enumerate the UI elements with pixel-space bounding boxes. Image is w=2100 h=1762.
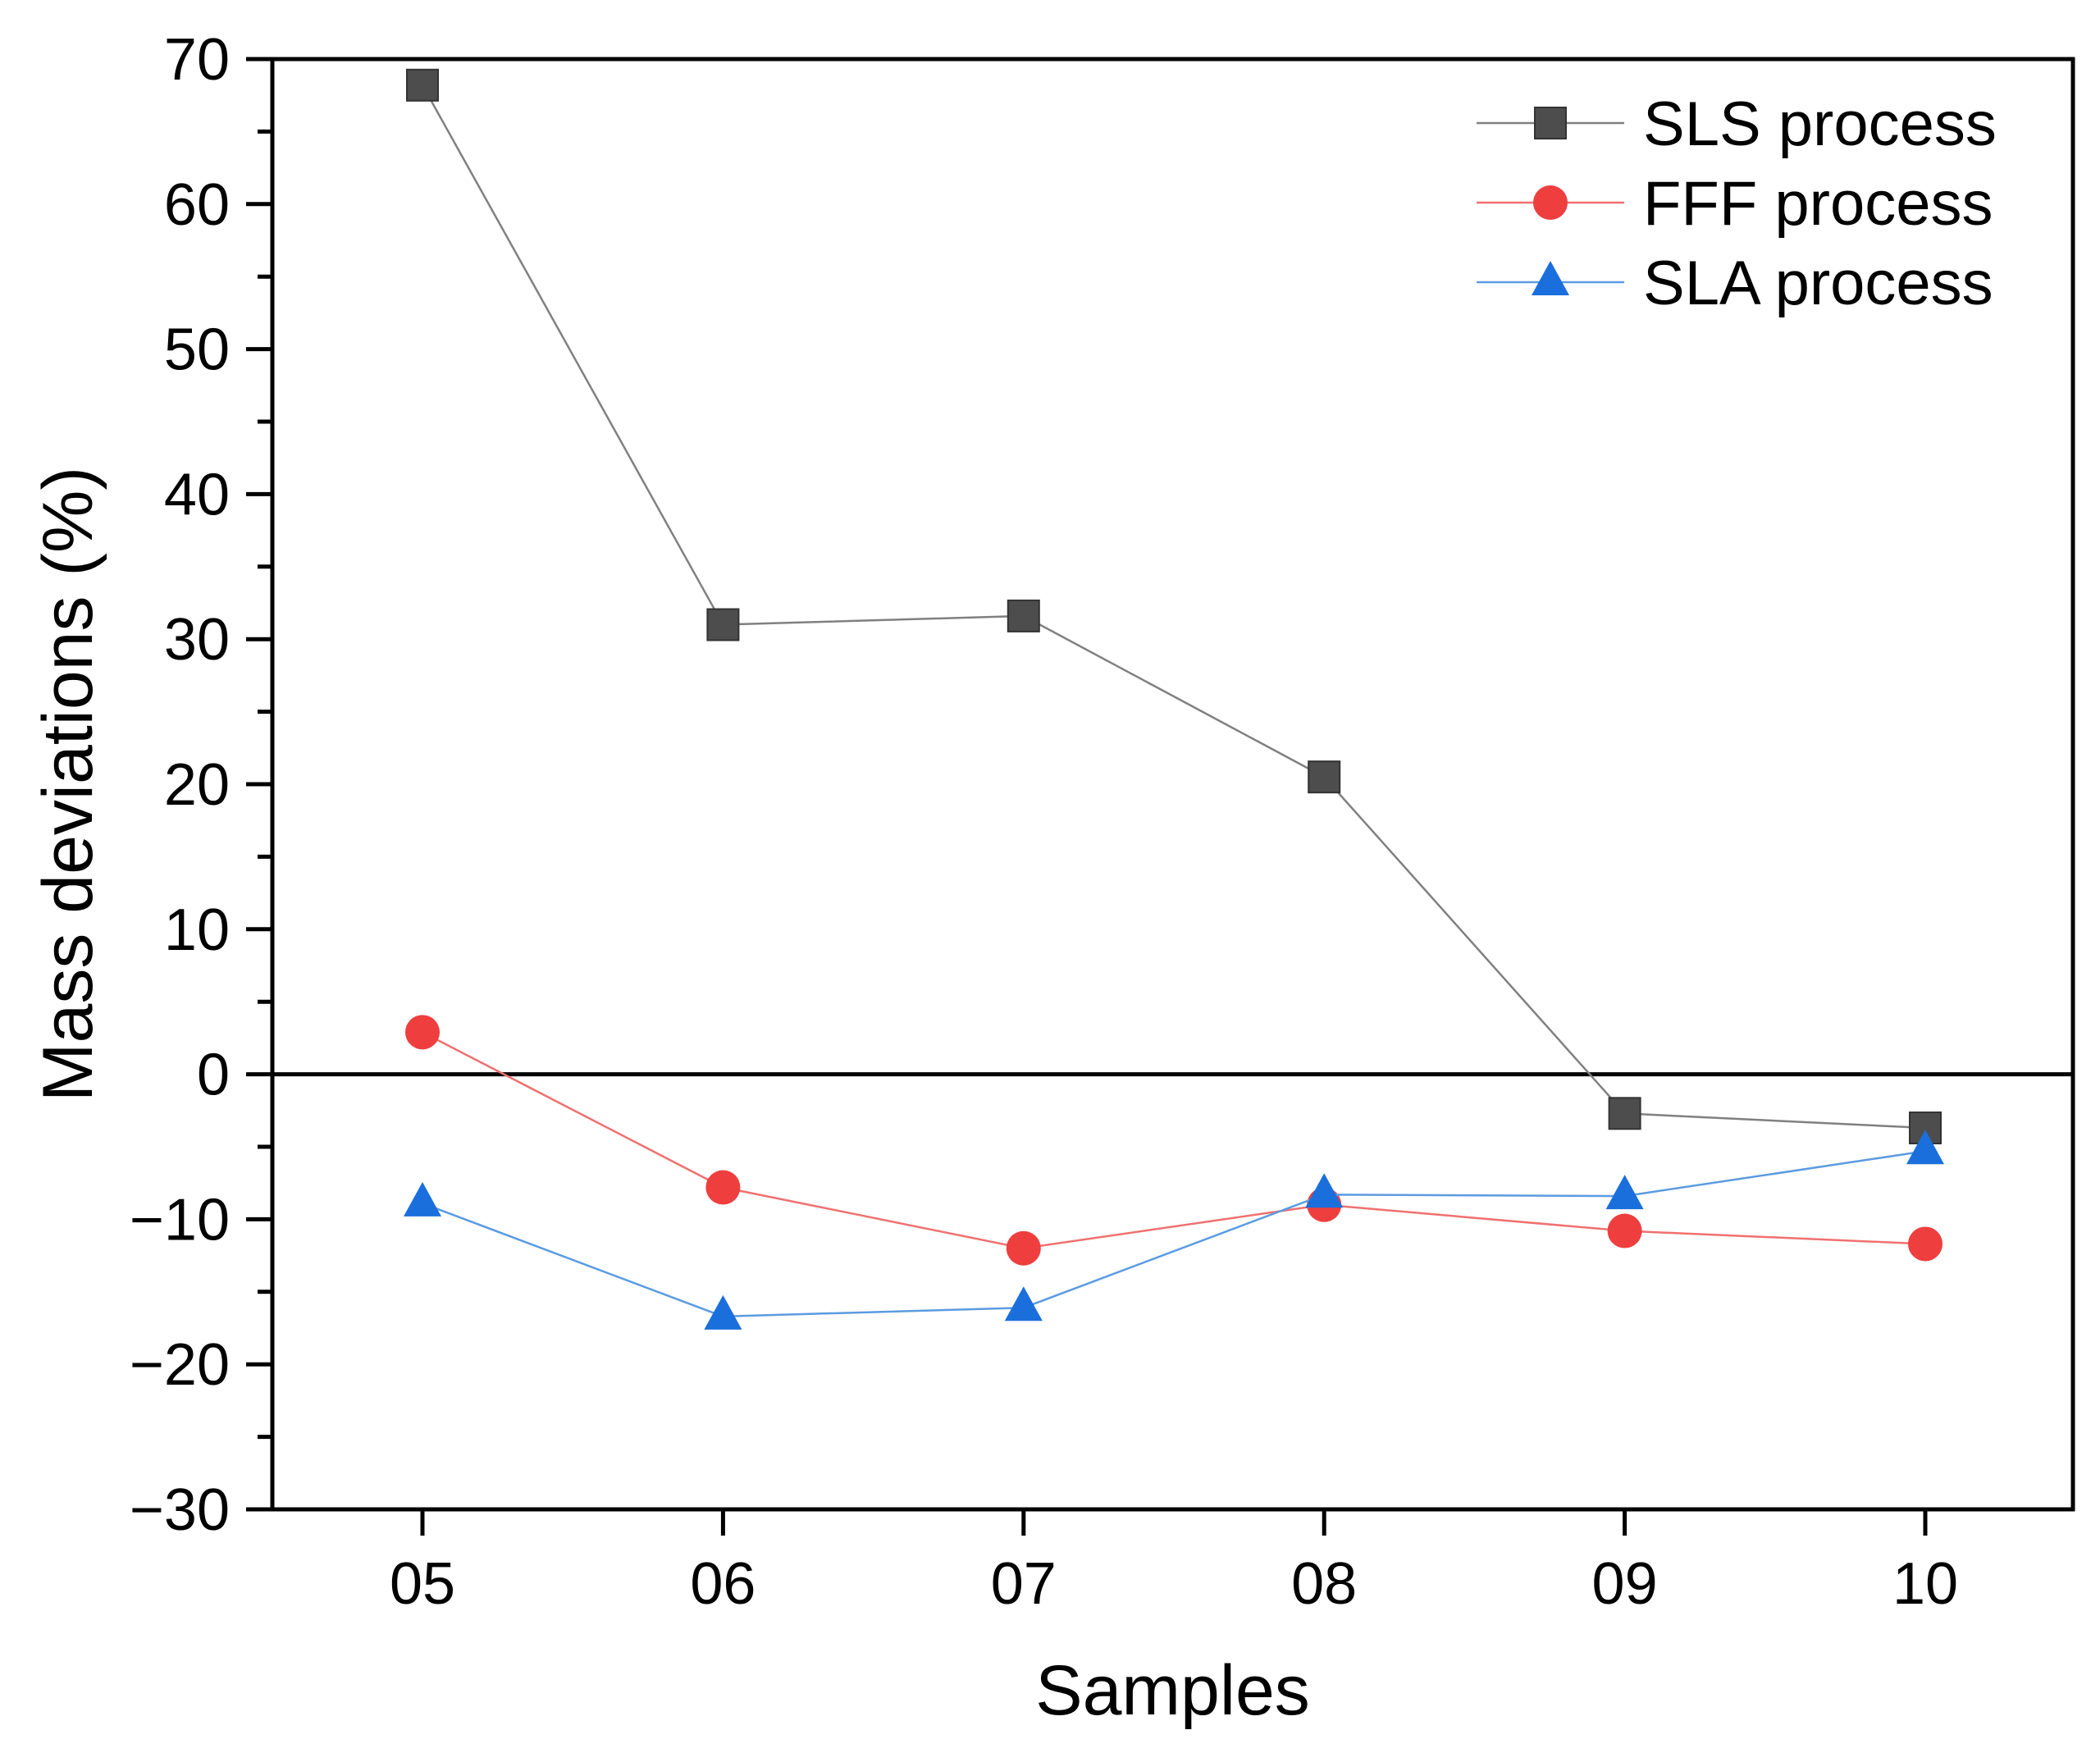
y-axis-title: Mass deviations (%) [29,467,107,1102]
x-tick-label: 09 [1592,1551,1658,1617]
y-tick-label: −20 [130,1332,230,1398]
series-line [422,1150,1926,1318]
legend-marker [1533,185,1568,220]
series-triangle [404,1130,1944,1330]
x-tick-label: 08 [1291,1551,1357,1617]
legend-entry: FFF process [1477,169,1993,239]
legend-marker [1532,260,1569,295]
data-point [1308,760,1341,794]
axis-ticks: 70 60 50 40 30 20 10 0 −10 −20 −30 05 06 07 08 09 10 [130,27,1958,1617]
legend-label: SLS process [1643,89,1997,159]
data-point [404,1181,441,1217]
legend-entry: SLS process [1477,89,1997,159]
x-axis-title: Samples [1035,1651,1310,1730]
x-tick-label: 06 [690,1551,756,1617]
data-point [405,1015,440,1050]
data-point [1908,1226,1942,1262]
data-point [1004,1286,1043,1322]
data-point [705,1170,741,1205]
data-point [1007,599,1040,632]
data-point [406,68,439,102]
y-tick-label: 70 [164,27,230,93]
y-tick-label: 30 [164,607,230,673]
data-point [1006,1230,1041,1266]
legend-entry: SLA process [1477,249,1993,318]
x-tick-label: 05 [390,1551,455,1617]
series-square [406,68,1942,1145]
legend: SLS process FFF process SLA process [1477,89,1997,318]
y-tick-label: 20 [164,752,230,818]
y-tick-label: 10 [164,897,230,963]
data-point [706,608,740,641]
data-point [1605,1175,1644,1210]
series-circle [405,1015,1942,1266]
y-tick-label: 50 [164,317,230,383]
x-tick-label: 10 [1892,1551,1958,1617]
legend-label: SLA process [1643,249,1993,318]
x-tick-label: 07 [991,1551,1057,1617]
data-point [1608,1097,1641,1130]
data-point [1607,1213,1642,1248]
series-layer [404,68,1944,1330]
y-tick-label: 60 [164,172,230,238]
series-line [422,1031,1926,1250]
y-tick-label: −10 [130,1187,230,1253]
data-point [1906,1130,1944,1165]
legend-marker [1534,107,1567,139]
data-point [1305,1173,1344,1208]
data-point [704,1294,742,1330]
plot-frame [270,57,2075,1512]
y-tick-label: −30 [130,1477,230,1543]
series-line [421,84,1926,1130]
y-tick-label: 40 [164,462,230,527]
y-tick-label: 0 [197,1043,230,1108]
legend-label: FFF process [1643,169,1993,239]
